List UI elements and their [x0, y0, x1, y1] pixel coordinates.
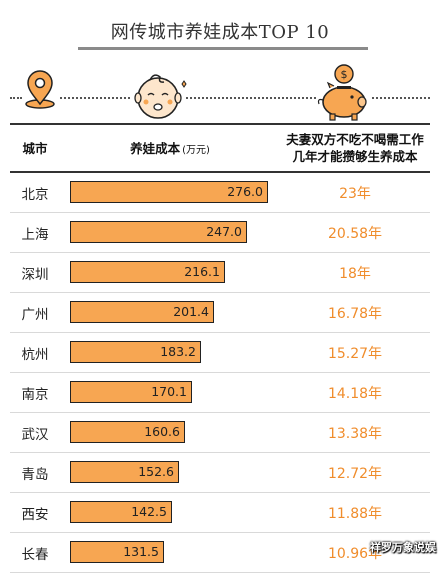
cost-value-label: 276.0	[227, 184, 263, 199]
header-bottom-rule	[10, 171, 430, 173]
years-value: 18年	[339, 265, 371, 282]
watermark: 祥罗万象说娱	[370, 541, 436, 554]
dotted-line-mid-right	[186, 97, 316, 99]
location-pin-icon	[25, 70, 55, 109]
cost-bar: 170.1	[70, 381, 192, 403]
cost-bar: 247.0	[70, 221, 247, 243]
table-row: 青岛 152.6 12.72年	[10, 453, 430, 493]
city-label: 广州	[21, 306, 49, 323]
column-header-years: 夫妻双方不吃不喝需工作 几年才能攒够生养成本	[280, 124, 430, 171]
city-label: 武汉	[21, 426, 49, 443]
table-row: 北京 276.0 23年	[10, 173, 430, 213]
years-value: 14.18年	[327, 385, 383, 402]
city-label: 杭州	[21, 346, 49, 363]
dotted-line-right	[372, 97, 430, 99]
city-label: 南京	[21, 386, 49, 403]
cost-header-label: 养娃成本	[130, 141, 181, 156]
cost-value-label: 152.6	[138, 464, 174, 479]
chart-rows: 北京 276.0 23年上海 247.0 20.58年深圳 216.1 18年广州 201.4…	[10, 173, 430, 573]
city-label: 北京	[21, 186, 49, 203]
years-value: 10.96年	[327, 545, 383, 562]
table-row: 深圳 216.1 18年	[10, 253, 430, 293]
cost-bar: 276.0	[70, 181, 268, 203]
table-row: 广州 201.4 16.78年	[10, 293, 430, 333]
years-value: 20.58年	[327, 225, 383, 242]
city-label: 西安	[21, 506, 49, 523]
cost-value-label: 131.5	[123, 544, 159, 559]
cost-value-label: 142.5	[131, 504, 167, 519]
cost-value-label: 183.2	[160, 344, 196, 359]
dotted-line-left	[10, 97, 22, 99]
table-row: 武汉 160.6 13.38年	[10, 413, 430, 453]
cost-bar: 201.4	[70, 301, 214, 323]
column-header-city: 城市	[22, 141, 48, 156]
title-underline	[78, 47, 368, 50]
cost-bar: 216.1	[70, 261, 225, 283]
years-header-line1: 夫妻双方不吃不喝需工作	[286, 131, 424, 147]
cost-value-label: 216.1	[184, 264, 220, 279]
city-label: 青岛	[21, 466, 49, 483]
table-row: 南京 170.1 14.18年	[10, 373, 430, 413]
cost-bar: 152.6	[70, 461, 179, 483]
cost-bar: 131.5	[70, 541, 164, 563]
svg-text:$: $	[341, 68, 348, 81]
cost-value-label: 170.1	[151, 384, 187, 399]
years-value: 13.38年	[327, 425, 383, 442]
table-row: 上海 247.0 20.58年	[10, 213, 430, 253]
table-row: 西安 142.5 11.88年	[10, 493, 430, 533]
baby-face-icon	[134, 74, 187, 119]
header-top-rule	[10, 123, 430, 125]
years-value: 15.27年	[327, 345, 383, 362]
table-row: 长春 131.5 10.96年	[10, 533, 430, 573]
city-label: 长春	[21, 546, 49, 563]
piggy-bank-icon: $	[317, 64, 367, 121]
years-header-line2: 几年才能攒够生养成本	[292, 148, 418, 164]
column-header-cost: 养娃成本 (万元)	[70, 124, 270, 171]
table-row: 杭州 183.2 15.27年	[10, 333, 430, 373]
chart-title: 网传城市养娃成本TOP 10	[110, 22, 330, 43]
dotted-line-mid-left	[60, 97, 130, 99]
cost-bar: 183.2	[70, 341, 201, 363]
city-label: 深圳	[21, 266, 49, 283]
years-value: 12.72年	[327, 465, 383, 482]
cost-value-label: 160.6	[144, 424, 180, 439]
cost-header-unit: (万元)	[182, 145, 210, 156]
cost-bar: 160.6	[70, 421, 185, 443]
cost-value-label: 247.0	[206, 224, 242, 239]
years-value: 23年	[339, 185, 371, 202]
years-value: 16.78年	[327, 305, 383, 322]
city-label: 上海	[21, 226, 49, 243]
cost-value-label: 201.4	[173, 304, 209, 319]
years-value: 11.88年	[327, 505, 383, 522]
header-icons: $	[25, 64, 367, 121]
cost-bar: 142.5	[70, 501, 172, 523]
